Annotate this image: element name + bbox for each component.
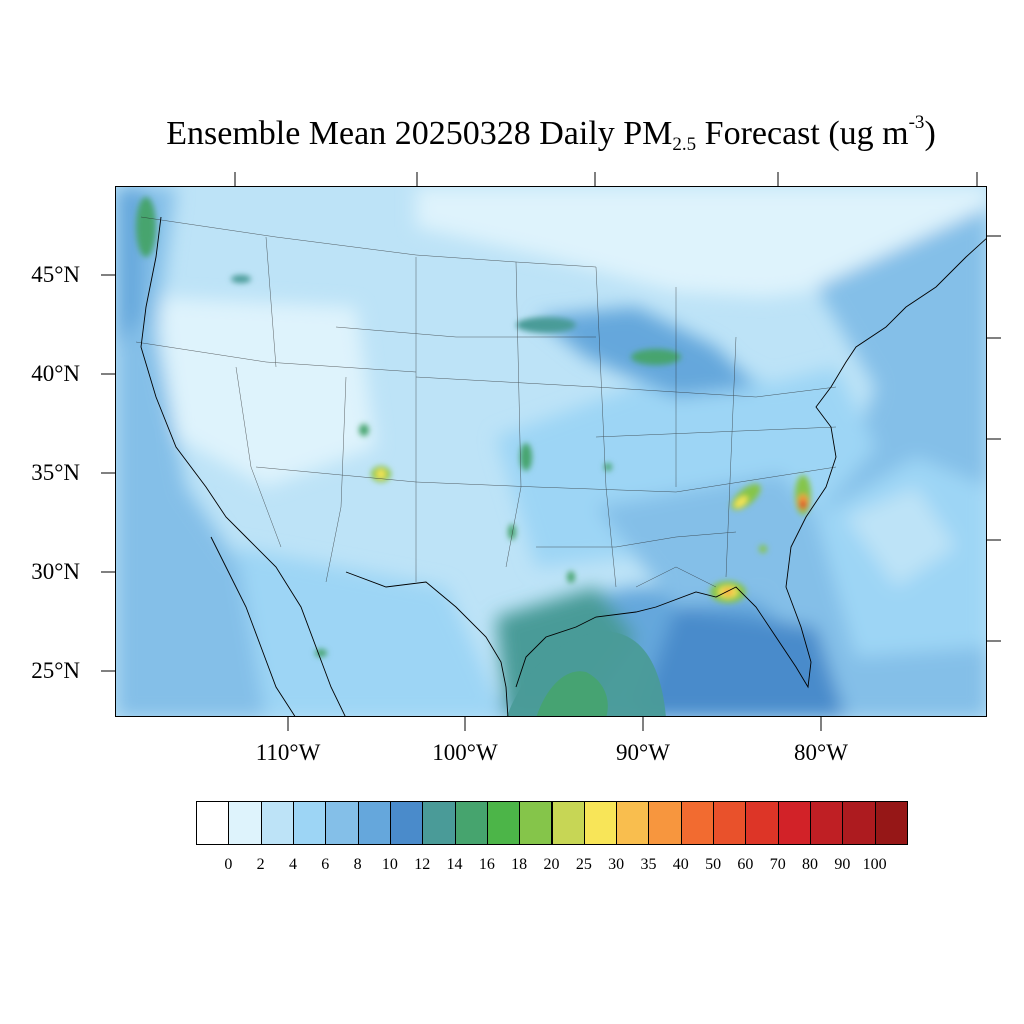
state-borders: [135, 216, 837, 588]
colorbar-tick-label: 40: [672, 856, 689, 873]
map-title: Ensemble Mean 20250328 Daily PM2.5 Forec…: [166, 112, 936, 155]
lat-label-40n: 40°N: [31, 361, 80, 386]
colorbar-tick-label: 18: [511, 856, 528, 873]
colorbar-tick-label: 12: [414, 856, 431, 873]
colorbar-swatch: [357, 801, 391, 845]
colorbar-tick-label: 16: [478, 856, 495, 873]
colorbar-swatch: [228, 801, 262, 845]
colorbar-swatch: [260, 801, 294, 845]
lon-label-80w: 80°W: [794, 740, 848, 765]
colorbar-tick-label: 8: [353, 856, 362, 873]
lat-label-35n: 35°N: [31, 460, 80, 485]
colorbar-tick-label: 14: [446, 856, 463, 873]
colorbar-swatch: [810, 801, 844, 845]
colorbar-tick-label: 25: [575, 856, 592, 873]
colorbar-swatch: [713, 801, 747, 845]
colorbar-swatch: [389, 801, 424, 845]
lon-label-100w: 100°W: [432, 740, 498, 765]
colorbar-swatch: [616, 801, 650, 845]
colorbar-tick-label: 30: [608, 856, 625, 873]
colorbar-tick-label: 10: [381, 856, 398, 873]
lon-label-110w: 110°W: [255, 740, 321, 765]
colorbar-tick-label: 80: [802, 856, 819, 873]
lon-label-90w: 90°W: [616, 740, 670, 765]
map-canvas: [116, 187, 986, 716]
colorbar-tick-label: 60: [737, 856, 754, 873]
colorbar-tick-label: 70: [769, 856, 786, 873]
colorbar-swatch: [292, 801, 327, 845]
pm25-forecast-map: [115, 186, 987, 717]
colorbar-tick-label: 90: [834, 856, 851, 873]
colorbar-tick-label: 35: [640, 856, 657, 873]
colorbar-swatch: [777, 801, 812, 845]
colorbar-swatch: [422, 801, 456, 845]
lat-label-25n: 25°N: [31, 658, 80, 683]
colorbar-tick-label: 4: [288, 856, 297, 873]
colorbar: [196, 801, 908, 845]
colorbar-swatch: [842, 801, 876, 845]
colorbar-tick-label: 0: [224, 856, 233, 873]
colorbar-swatch: [745, 801, 779, 845]
colorbar-tick-label: 6: [321, 856, 330, 873]
colorbar-swatch: [680, 801, 715, 845]
colorbar-swatch: [325, 801, 359, 845]
colorbar-tick-label: 50: [705, 856, 722, 873]
colorbar-swatch: [196, 801, 230, 845]
lat-label-45n: 45°N: [31, 262, 80, 287]
colorbar-swatch: [519, 801, 553, 845]
colorbar-tick-label: 2: [256, 856, 265, 873]
colorbar-tick-label: 20: [543, 856, 560, 873]
colorbar-swatch: [454, 801, 488, 845]
hotspots: [136, 197, 811, 657]
colorbar-swatch: [486, 801, 521, 845]
colorbar-swatch: [648, 801, 682, 845]
colorbar-swatch: [551, 801, 585, 845]
coastlines: [140, 216, 986, 716]
colorbar-tick-label: 100: [862, 856, 887, 873]
lat-label-30n: 30°N: [31, 559, 80, 584]
colorbar-swatch: [583, 801, 618, 845]
colorbar-swatch: [874, 801, 908, 845]
